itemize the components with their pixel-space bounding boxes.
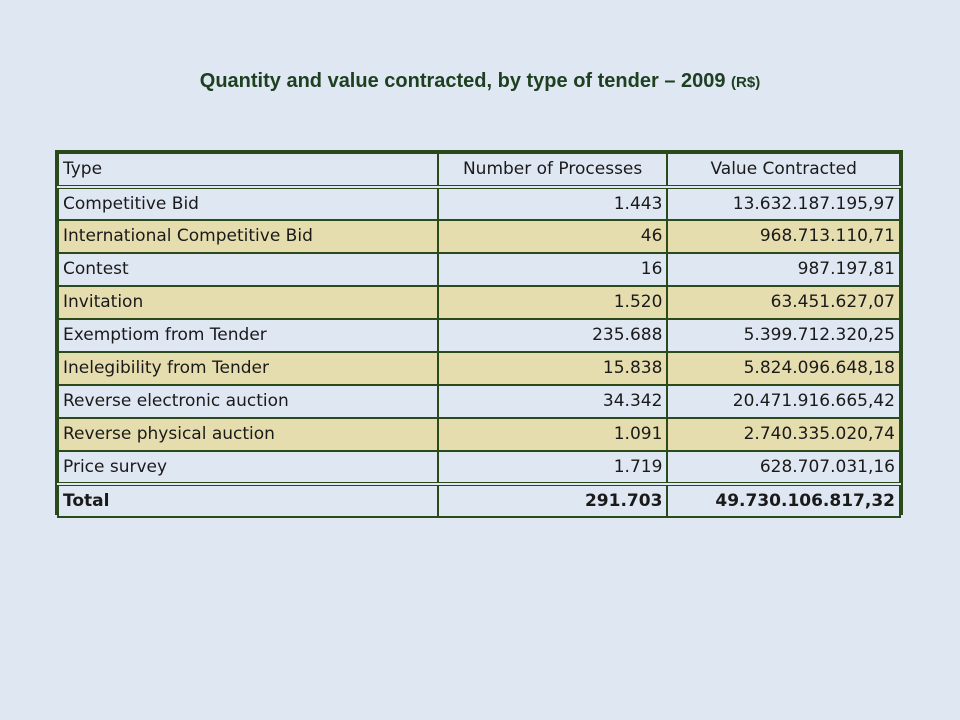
table-total-row: Total 291.703 49.730.106.817,32	[57, 482, 901, 518]
table-row: Contest 16 987.197,81	[57, 252, 901, 287]
cell-value: 5.824.096.648,18	[666, 351, 901, 386]
tender-table: Type Number of Processes Value Contracte…	[57, 152, 901, 518]
cell-type: Inelegibility from Tender	[57, 351, 439, 386]
table-row: Competitive Bid 1.443 13.632.187.195,97	[57, 186, 901, 221]
cell-processes: 16	[436, 252, 669, 287]
cell-processes: 34.342	[436, 384, 669, 419]
cell-value: 628.707.031,16	[666, 450, 901, 485]
table-header-row: Type Number of Processes Value Contracte…	[57, 152, 901, 189]
cell-value: 13.632.187.195,97	[666, 186, 901, 221]
cell-processes: 1.443	[436, 186, 669, 221]
cell-value: 63.451.627,07	[666, 285, 901, 320]
cell-processes: 235.688	[436, 318, 669, 353]
cell-type: Competitive Bid	[57, 186, 439, 221]
cell-value: 2.740.335.020,74	[666, 417, 901, 452]
cell-type: Reverse physical auction	[57, 417, 439, 452]
cell-value: 20.471.916.665,42	[666, 384, 901, 419]
title-unit: (R$)	[731, 74, 761, 91]
table-row: Inelegibility from Tender 15.838 5.824.0…	[57, 351, 901, 386]
header-number-of-processes: Number of Processes	[436, 152, 669, 189]
total-value: 49.730.106.817,32	[666, 482, 901, 518]
cell-type: Exemptiom from Tender	[57, 318, 439, 353]
cell-processes: 15.838	[436, 351, 669, 386]
total-processes: 291.703	[436, 482, 669, 518]
table-row: International Competitive Bid 46 968.713…	[57, 219, 901, 254]
header-type: Type	[57, 152, 439, 189]
table-row: Reverse electronic auction 34.342 20.471…	[57, 384, 901, 419]
cell-value: 968.713.110,71	[666, 219, 901, 254]
page-title: Quantity and value contracted, by type o…	[0, 70, 960, 93]
cell-value: 5.399.712.320,25	[666, 318, 901, 353]
title-text: Quantity and value contracted, by type o…	[199, 70, 726, 92]
table-row: Invitation 1.520 63.451.627,07	[57, 285, 901, 320]
cell-processes: 1.091	[436, 417, 669, 452]
cell-type: Reverse electronic auction	[57, 384, 439, 419]
table-row: Reverse physical auction 1.091 2.740.335…	[57, 417, 901, 452]
cell-processes: 1.520	[436, 285, 669, 320]
cell-type: Invitation	[57, 285, 439, 320]
cell-processes: 46	[436, 219, 669, 254]
tender-table-container: Type Number of Processes Value Contracte…	[55, 150, 903, 518]
table-row: Price survey 1.719 628.707.031,16	[57, 450, 901, 485]
cell-type: Contest	[57, 252, 439, 287]
table-row: Exemptiom from Tender 235.688 5.399.712.…	[57, 318, 901, 353]
total-label: Total	[57, 482, 439, 518]
cell-type: Price survey	[57, 450, 439, 485]
cell-type: International Competitive Bid	[57, 219, 439, 254]
cell-processes: 1.719	[436, 450, 669, 485]
header-value-contracted: Value Contracted	[666, 152, 901, 189]
cell-value: 987.197,81	[666, 252, 901, 287]
